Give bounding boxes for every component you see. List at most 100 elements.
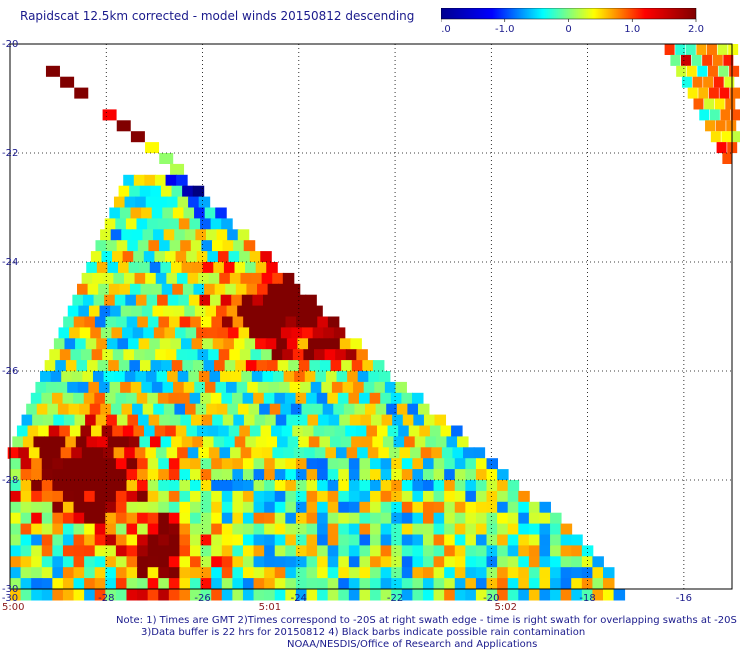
wind-cell [285,523,297,536]
wind-cell [285,578,297,590]
wind-cell [31,480,43,492]
wind-cell [73,523,86,536]
wind-cell [446,436,458,448]
wind-cell [317,556,329,568]
wind-cell [338,578,350,590]
wind-cell [441,447,454,459]
wind-cell [223,262,236,274]
wind-cell [261,349,273,361]
wind-cell [130,381,143,394]
wind-cell [73,392,85,405]
wind-cell [253,567,266,579]
wind-cell [80,425,92,437]
wind-cell [169,240,182,252]
wind-cell [108,283,121,296]
wind-cell [412,392,424,405]
wind-cell [268,381,280,394]
wind-cell [371,414,383,427]
wind-cell [258,305,270,318]
wind-cell [138,414,150,427]
wind-cell [73,567,86,579]
wind-cell [317,578,329,590]
wind-cell [370,534,382,546]
wind-cell [242,490,255,503]
wind-cell [120,305,133,318]
wind-cell [454,501,467,514]
wind-cell [155,349,167,361]
wind-cell [115,218,127,230]
wind-cell [114,294,127,307]
wind-cell [223,338,235,350]
wind-cell [391,556,403,568]
wind-cell [202,262,215,274]
wind-cell [168,218,180,230]
wind-cell [120,381,132,394]
wind-cell [603,589,615,601]
wind-cell [221,469,234,481]
wind-cell [241,371,253,383]
wind-cell [359,578,371,590]
wind-cell [230,371,243,383]
wind-cell [370,480,382,492]
wind-cell [151,283,163,296]
wind-cell [253,392,265,405]
wind-cell [267,283,280,296]
wind-cell [105,480,117,492]
wind-cell [518,490,530,503]
wind-cell [675,44,686,55]
wind-cell [324,425,336,437]
wind-cell [168,556,181,568]
wind-cell [177,371,190,383]
wind-cell [160,185,173,198]
wind-cell [115,469,128,481]
wind-cell [147,316,160,328]
note-line-1: Note: 1) Times are GMT 2)Times correspon… [116,615,737,626]
wind-cell [348,578,361,590]
longitude-labels: -30 -28 -26 -24 -22 -20 -18 -16 [2,593,692,604]
wind-cell [475,512,488,525]
wind-cell [123,349,135,361]
wind-cell [32,414,44,427]
wind-cell [354,403,366,416]
wind-cell [528,512,541,525]
wind-cell [261,272,274,285]
wind-cell [115,556,128,568]
wind-cell [539,556,551,568]
wind-cell [422,545,435,557]
wind-cell [229,349,241,361]
wind-cell [128,338,140,350]
wind-cell [245,436,257,448]
wind-cell [295,490,308,503]
wind-cell [274,567,287,579]
wind-cell [348,458,361,470]
wind-cell [440,425,453,437]
wind-cell [20,480,33,492]
wind-cell [286,414,298,427]
wind-cell [240,272,252,285]
wind-cell [528,556,541,568]
wind-cell [285,490,297,503]
wind-cell [219,272,231,285]
wind-cell [412,578,424,590]
wind-cell [260,425,272,437]
wind-cell [176,349,188,361]
wind-cell [134,447,147,459]
wind-cell [228,425,241,437]
wind-cell [115,501,128,514]
wind-cell [242,458,255,470]
wind-cell [168,480,181,492]
wind-cell [65,360,78,372]
wind-cell [158,534,170,546]
wind-cell [348,534,361,546]
wind-cell [105,589,117,601]
wind-cell [105,490,117,503]
wind-cell [41,545,54,557]
wind-cell [560,523,573,536]
wind-cell [312,403,324,416]
wind-cell [129,283,142,296]
wind-cell [72,294,84,307]
wind-cell [348,512,361,525]
wind-cell [399,447,411,459]
wind-cell [348,490,361,503]
wind-cell [296,316,308,328]
